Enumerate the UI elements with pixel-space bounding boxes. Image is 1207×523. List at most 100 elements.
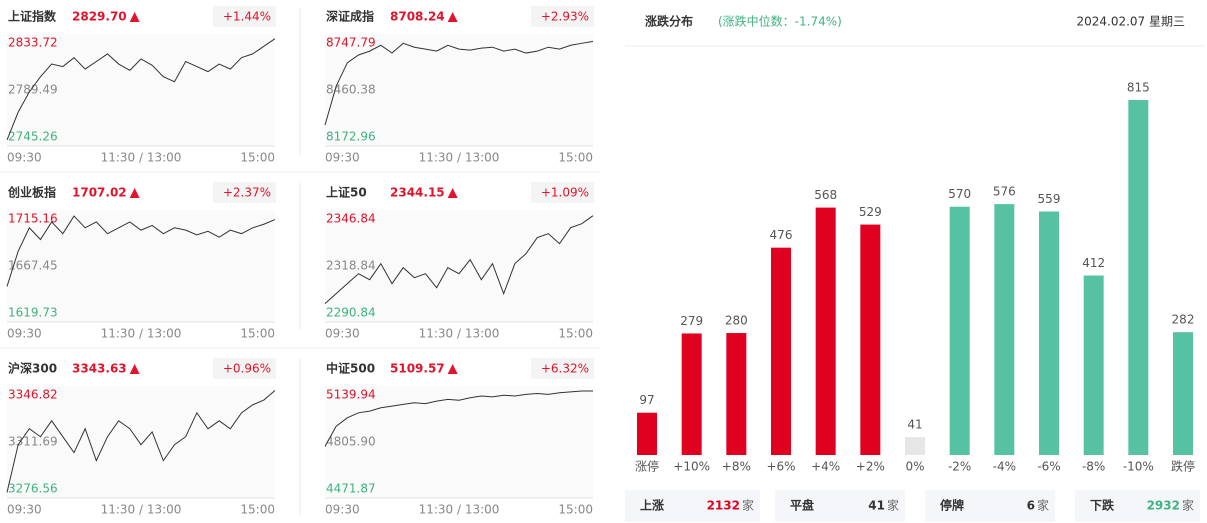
x-tick-label: -10% [1123, 460, 1154, 474]
index-price: 5109.57 [390, 362, 445, 376]
change-box [213, 182, 276, 203]
x-tick-label: 11:30 / 13:00 [101, 327, 182, 341]
y-tick-label: 8172.96 [326, 130, 376, 144]
plot-area [325, 34, 593, 146]
price-line [324, 40, 594, 126]
value-label: 279 [680, 314, 703, 328]
x-tick-label: 09:30 [7, 151, 42, 165]
plot-area [7, 386, 275, 498]
bar [860, 224, 881, 455]
y-tick-label: 4471.87 [326, 482, 376, 496]
x-tick-label: -6% [1037, 460, 1060, 474]
x-tick-label: +2% [856, 460, 885, 474]
summary-value: 2132 [707, 499, 740, 513]
x-tick-label: 跌停 [1171, 459, 1195, 474]
up-arrow [447, 12, 458, 22]
x-tick-label: +4% [811, 460, 840, 474]
bar [815, 207, 836, 455]
summary-box [775, 490, 905, 522]
index-price: 3343.63 [72, 362, 127, 376]
bar [994, 204, 1015, 455]
y-tick-label: 2318.84 [326, 259, 376, 273]
bar [1128, 100, 1149, 455]
change-box [531, 6, 594, 27]
x-tick-label: -8% [1082, 460, 1105, 474]
price-line [324, 390, 593, 447]
x-tick-label: +8% [722, 460, 751, 474]
bar [681, 333, 702, 455]
y-tick-label: 1619.73 [8, 306, 58, 320]
value-label: 568 [814, 188, 837, 202]
value-label: 559 [1038, 192, 1061, 206]
summary-value: 2932 [1147, 499, 1180, 513]
summary-unit: 家 [1037, 498, 1049, 513]
y-tick-label: 3311.69 [8, 435, 58, 449]
y-tick-label: 3346.82 [8, 388, 58, 402]
index-change: +6.32% [541, 362, 589, 376]
x-tick-label: 15:00 [240, 503, 275, 517]
y-tick-label: 2833.72 [8, 36, 58, 50]
summary-box [625, 490, 760, 522]
up-arrow [129, 364, 140, 374]
index-change: +0.96% [223, 362, 271, 376]
bar [637, 412, 657, 455]
y-tick-label: 8460.38 [326, 82, 376, 96]
summary-unit: 家 [887, 498, 899, 513]
bar [949, 206, 970, 455]
plot-area [7, 34, 275, 146]
x-tick-label: 09:30 [325, 503, 360, 517]
bar [771, 247, 791, 455]
value-label: 280 [725, 314, 748, 328]
index-price: 2829.70 [72, 10, 127, 24]
x-tick-label: 涨停 [635, 459, 659, 474]
x-tick-label: 09:30 [7, 503, 42, 517]
index-change: +2.93% [541, 10, 589, 24]
index-change: +2.37% [223, 186, 271, 200]
date: 2024.02.07 星期三 [1076, 15, 1185, 29]
up-arrow [129, 12, 140, 22]
bar [1173, 332, 1193, 455]
summary-unit: 家 [742, 498, 754, 513]
y-tick-label: 2346.84 [326, 212, 376, 226]
change-box [213, 6, 276, 27]
y-tick-label: 4805.90 [326, 435, 376, 449]
y-tick-label: 3276.56 [8, 482, 58, 496]
value-label: 41 [907, 418, 922, 432]
index-price: 2344.15 [390, 186, 445, 200]
x-tick-label: 09:30 [7, 327, 42, 341]
y-tick-label: 2789.49 [8, 83, 58, 97]
chart-title: 涨跌分布 [645, 14, 693, 29]
change-box [213, 358, 276, 379]
summary-unit: 家 [1182, 498, 1194, 513]
x-tick-label: -2% [948, 460, 971, 474]
x-tick-label: 15:00 [558, 327, 593, 341]
value-label: 412 [1082, 256, 1105, 270]
y-tick-label: 5139.94 [326, 388, 376, 402]
index-change: +1.09% [541, 186, 589, 200]
value-label: 576 [993, 185, 1016, 199]
up-arrow [447, 188, 458, 198]
x-tick-label: 11:30 / 13:00 [101, 151, 182, 165]
index-price: 8708.24 [390, 10, 445, 24]
bar [726, 333, 747, 455]
bar [905, 437, 925, 455]
y-tick-label: 8747.79 [326, 36, 376, 50]
summary-box [1075, 490, 1200, 522]
index-name: 中证500 [326, 361, 375, 376]
summary-label: 平盘 [790, 498, 814, 513]
summary-label: 下跌 [1090, 498, 1115, 513]
chart-subtitle: (涨跌中位数：-1.74%) [718, 14, 842, 29]
value-label: 476 [770, 228, 793, 242]
price-line [6, 390, 276, 493]
price-line [6, 38, 276, 141]
x-tick-label: 0% [905, 460, 924, 474]
value-label: 282 [1172, 313, 1195, 327]
plot-area [325, 210, 593, 322]
bar [1083, 275, 1104, 455]
change-box [531, 358, 594, 379]
up-arrow [129, 188, 140, 198]
value-label: 815 [1127, 81, 1150, 95]
summary-box [925, 490, 1055, 522]
y-tick-label: 1667.45 [8, 258, 58, 272]
